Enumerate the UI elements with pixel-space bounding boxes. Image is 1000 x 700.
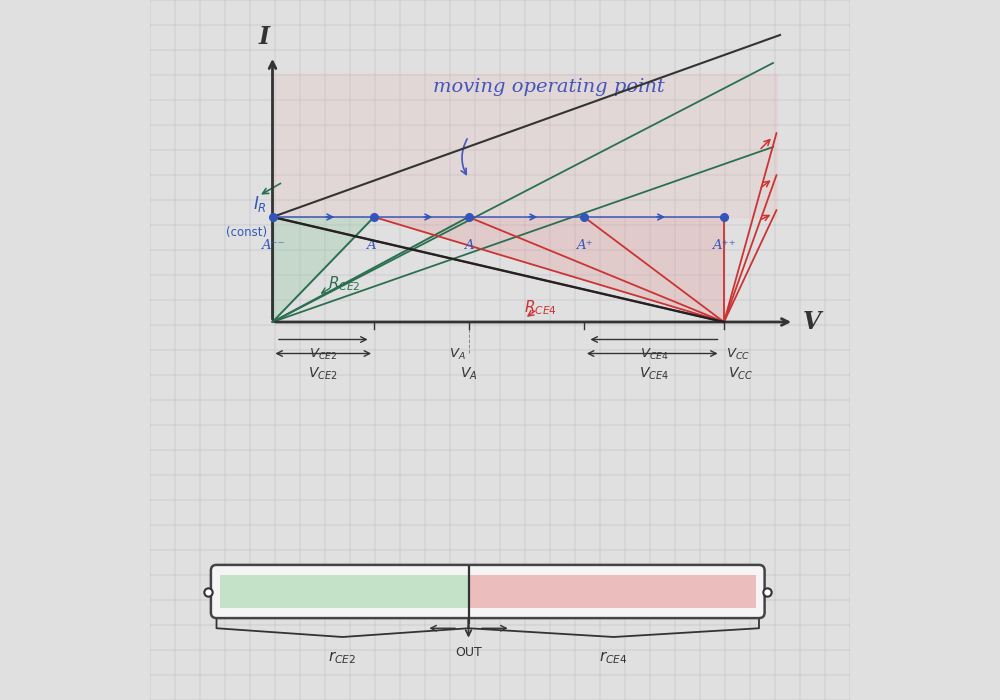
- Text: $I_R$: $I_R$: [253, 195, 267, 214]
- Text: $V_{CC}$: $V_{CC}$: [726, 346, 750, 362]
- Text: $r_{CE2}$: $r_{CE2}$: [328, 650, 357, 666]
- Text: A⁺⁺: A⁺⁺: [712, 239, 736, 253]
- Text: A⁺: A⁺: [576, 239, 592, 253]
- Text: A⁻: A⁻: [366, 239, 382, 253]
- Text: $R_{CE2}$: $R_{CE2}$: [328, 274, 361, 293]
- FancyBboxPatch shape: [211, 565, 765, 618]
- Polygon shape: [272, 217, 374, 322]
- Text: (const): (const): [226, 226, 267, 239]
- Text: $V_{CE4}$: $V_{CE4}$: [640, 346, 668, 362]
- Text: OUT: OUT: [455, 646, 482, 659]
- Text: $V_{CE2}$: $V_{CE2}$: [308, 366, 338, 382]
- Bar: [220, 575, 468, 608]
- Text: A: A: [464, 239, 473, 253]
- Polygon shape: [272, 217, 724, 322]
- Text: $V_{CE2}$: $V_{CE2}$: [309, 346, 337, 362]
- Text: A⁻⁻: A⁻⁻: [261, 239, 284, 253]
- Text: $V_{CC}$: $V_{CC}$: [728, 366, 753, 382]
- Bar: [468, 575, 756, 608]
- Text: I: I: [259, 25, 270, 49]
- Text: $V_A$: $V_A$: [449, 346, 466, 362]
- Polygon shape: [272, 74, 776, 217]
- Text: $R_{CE4}$: $R_{CE4}$: [524, 299, 557, 317]
- Text: moving operating point: moving operating point: [433, 78, 665, 97]
- Text: V: V: [802, 310, 821, 334]
- Text: $r_{CE4}$: $r_{CE4}$: [599, 650, 628, 666]
- Text: $V_{CE4}$: $V_{CE4}$: [639, 366, 669, 382]
- Text: $V_A$: $V_A$: [460, 366, 477, 382]
